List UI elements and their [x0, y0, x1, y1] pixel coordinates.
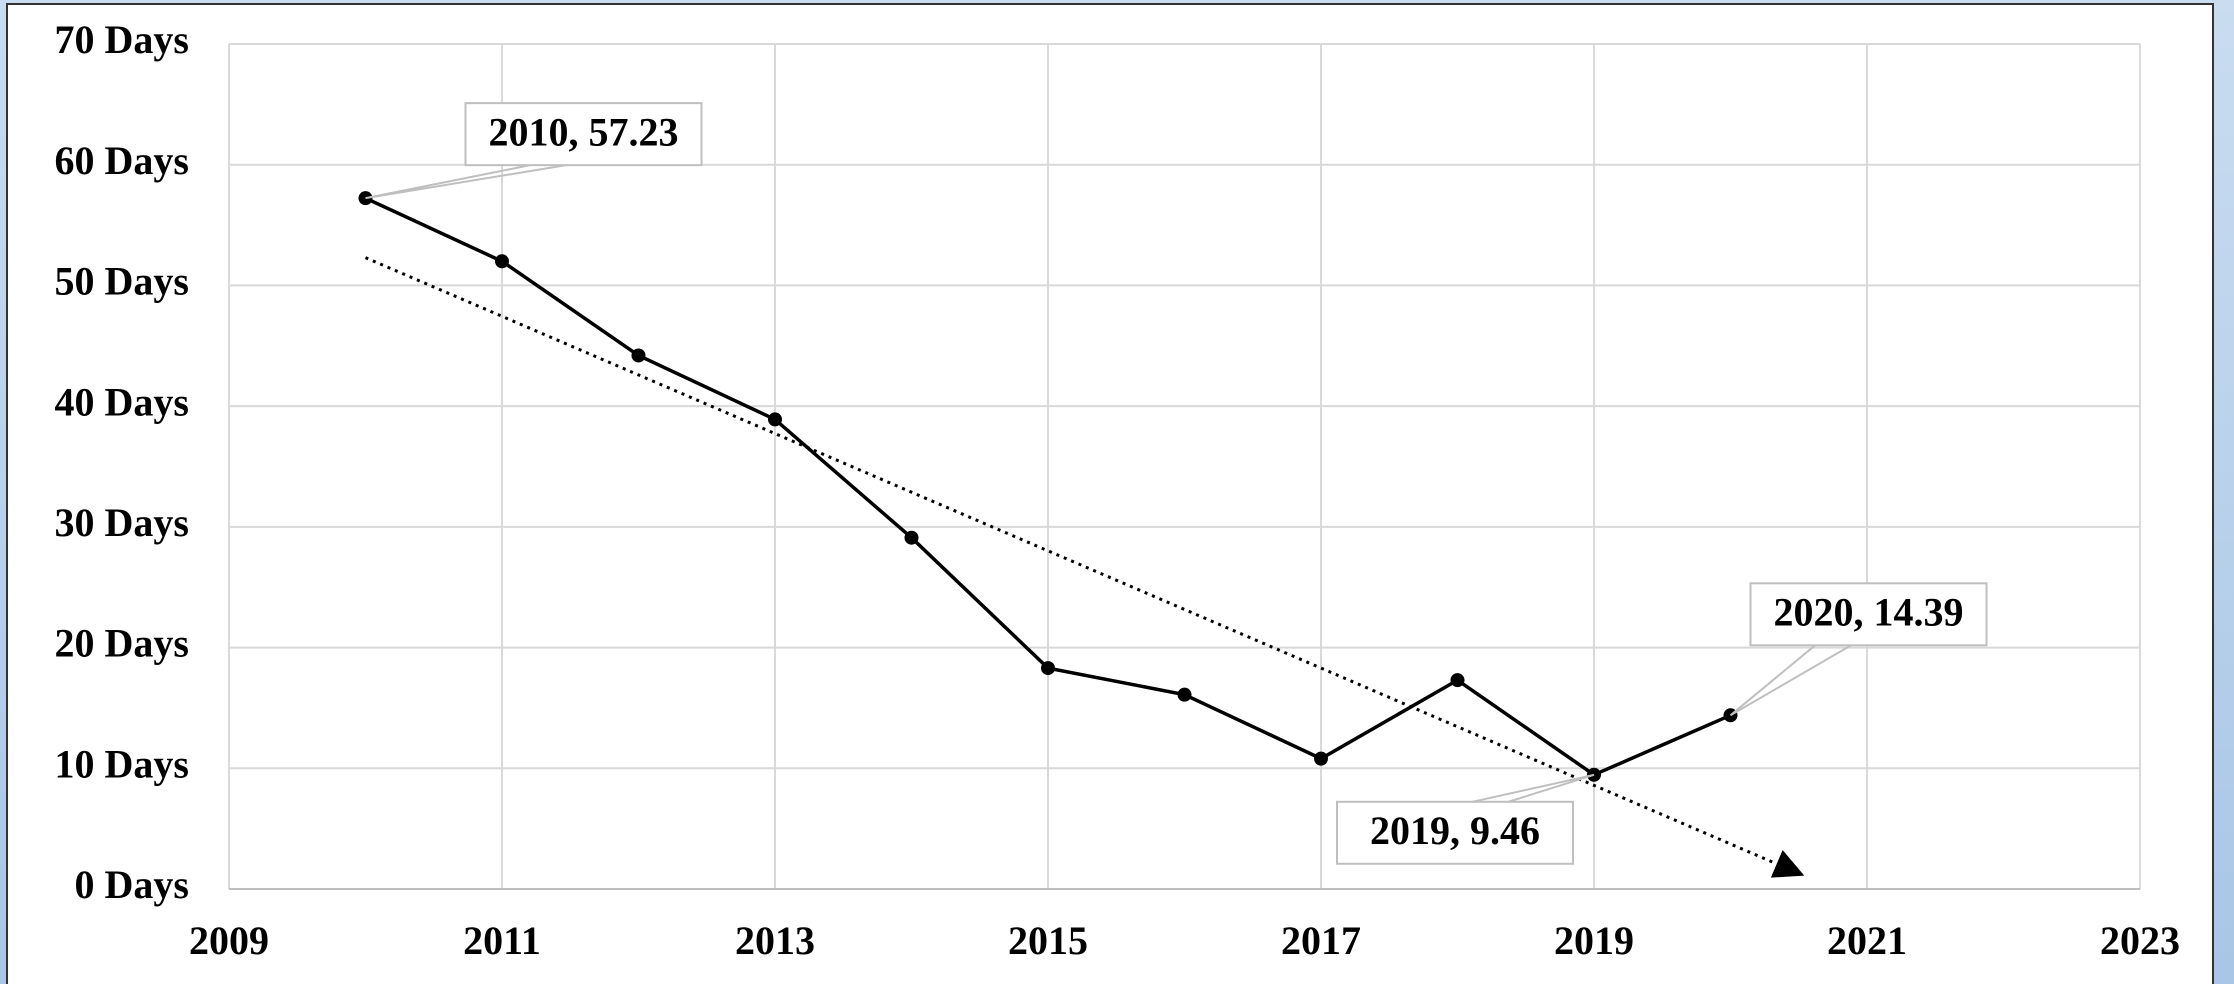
data-label: 2019, 9.46	[1370, 808, 1540, 853]
label-box	[1336, 800, 1574, 865]
data-point	[495, 254, 509, 269]
data-point	[1177, 687, 1192, 702]
y-tick-label: 0 Days	[75, 862, 189, 907]
data-point	[1041, 661, 1055, 676]
chart-panel	[6, 3, 2214, 984]
y-tick-label: 40 Days	[55, 379, 189, 424]
x-tick-label: 2019	[1554, 918, 1634, 963]
x-tick-label: 2015	[1008, 918, 1088, 963]
label-leader	[1729, 644, 1852, 717]
data-point	[1314, 751, 1328, 766]
data-label: 2010, 57.23	[489, 109, 679, 154]
x-tick-label: 2017	[1281, 918, 1361, 963]
label-box	[464, 102, 703, 167]
x-tick-label: 2023	[2100, 918, 2180, 963]
x-tick-label: 2011	[463, 918, 541, 963]
x-tick-label: 2013	[735, 918, 815, 963]
data-point	[768, 412, 782, 427]
label-leader	[365, 164, 567, 200]
data-point	[631, 348, 646, 363]
y-tick-label: 60 Days	[55, 138, 189, 183]
label-box	[1749, 582, 1988, 647]
x-tick-label: 2021	[1827, 918, 1907, 963]
data-point	[1450, 673, 1465, 688]
y-tick-label: 10 Days	[55, 741, 189, 786]
label-leader	[1472, 773, 1595, 803]
y-tick-label: 70 Days	[55, 17, 189, 62]
data-point	[904, 530, 919, 545]
y-tick-label: 30 Days	[55, 500, 189, 545]
x-tick-label: 2009	[189, 918, 269, 963]
data-label: 2020, 14.39	[1774, 589, 1964, 634]
y-tick-label: 50 Days	[55, 259, 189, 304]
y-tick-label: 20 Days	[55, 621, 189, 666]
